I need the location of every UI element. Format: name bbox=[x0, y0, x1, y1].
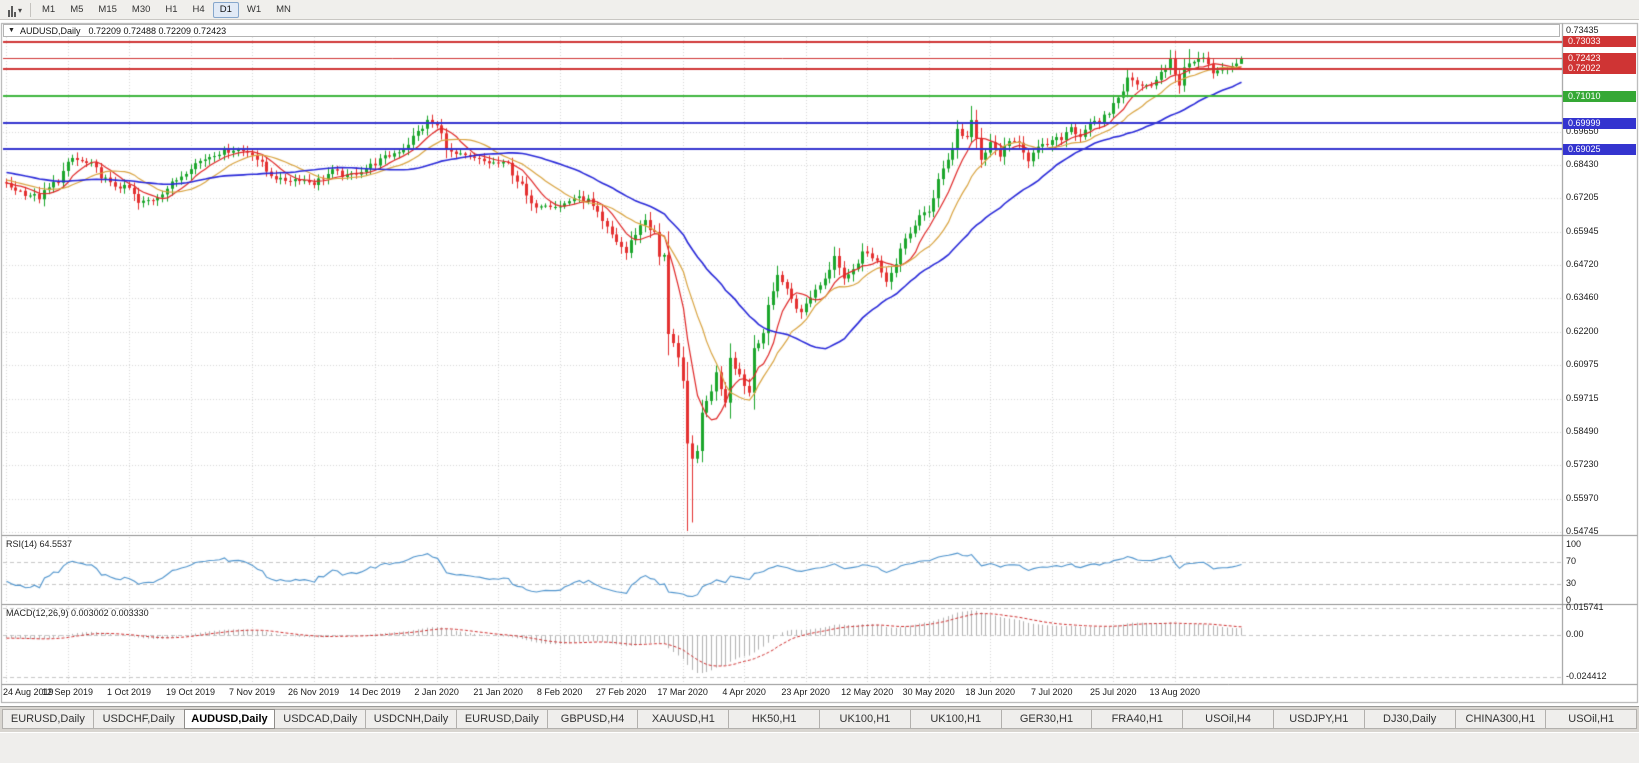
tab-gbpusd-h4[interactable]: GBPUSD,H4 bbox=[546, 709, 639, 729]
tab-eurusd-daily[interactable]: EURUSD,Daily bbox=[2, 709, 94, 729]
date-axis-label: 7 Jul 2020 bbox=[1030, 687, 1073, 697]
timeframe-button-m15[interactable]: M15 bbox=[98, 3, 117, 15]
timeframe-button-m30[interactable]: M30 bbox=[131, 3, 151, 15]
date-axis-label: 8 Feb 2020 bbox=[536, 687, 583, 697]
tab-uk100-h1[interactable]: UK100,H1 bbox=[819, 709, 911, 729]
timeframe-button-h1[interactable]: H1 bbox=[165, 3, 178, 15]
price-axis-label: 0.73435 bbox=[1566, 25, 1599, 35]
collapse-chart-icon[interactable]: ▼ bbox=[8, 27, 15, 34]
price-line-label: 0.69025 bbox=[1563, 143, 1636, 155]
price-line-label: 0.69999 bbox=[1563, 117, 1636, 129]
price-axis-label: 0.69650 bbox=[1566, 126, 1599, 137]
toolbar-separator bbox=[30, 2, 32, 17]
date-axis-label: 30 May 2020 bbox=[902, 687, 955, 697]
date-axis-label: 13 Aug 2020 bbox=[1149, 687, 1201, 697]
date-axis-label: 17 Mar 2020 bbox=[657, 687, 708, 697]
rsi-axis-label: 70 bbox=[1566, 555, 1577, 566]
date-axis-label: 7 Nov 2019 bbox=[229, 687, 276, 697]
tab-ger30-h1[interactable]: GER30,H1 bbox=[1000, 709, 1093, 729]
macd-axis-label: 0.00 bbox=[1566, 629, 1584, 639]
chart-tab-bar: EURUSD,Daily USDCHF,Daily AUDUSD,Daily USDC… bbox=[0, 706, 1639, 732]
chevron-down-icon: ▾ bbox=[18, 5, 23, 15]
tab-usdcnh-daily[interactable]: USDCNH,Daily bbox=[365, 709, 457, 729]
status-bar bbox=[0, 732, 1639, 763]
rsi-axis-label: 0 bbox=[1566, 595, 1572, 605]
tab-fra40-h1[interactable]: FRA40,H1 bbox=[1091, 709, 1184, 729]
candlestick-chart-icon bbox=[8, 5, 16, 17]
tab-usoil-h4[interactable]: USOil,H4 bbox=[1182, 709, 1274, 729]
date-axis-label: 19 Oct 2019 bbox=[166, 687, 216, 697]
date-axis-label: 1 Oct 2019 bbox=[107, 687, 152, 697]
chart-title-bar: ▼ AUDUSD,Daily 0.72209 0.72488 0.72209 0… bbox=[3, 24, 1560, 37]
timeframe-button-m5[interactable]: M5 bbox=[70, 3, 84, 15]
tab-dj30-daily[interactable]: DJ30,Daily bbox=[1363, 709, 1456, 729]
rsi-value: 64.5537 bbox=[39, 539, 73, 549]
chart-canvas[interactable] bbox=[0, 20, 1639, 706]
rsi-axis-label: 100 bbox=[1566, 539, 1582, 549]
price-axis-label: 0.54745 bbox=[1566, 526, 1599, 536]
date-axis-label: 23 Apr 2020 bbox=[781, 687, 830, 697]
price-axis-label: 0.55970 bbox=[1566, 493, 1599, 504]
chart-region: ▼ AUDUSD,Daily 0.72209 0.72488 0.72209 0… bbox=[0, 20, 1639, 706]
price-line-label: 0.73033 bbox=[1563, 36, 1636, 48]
macd-indicator-label: MACD(12,26,9) 0.003002 0.003330 bbox=[6, 608, 149, 618]
price-line-label: 0.72022 bbox=[1563, 63, 1636, 75]
chart-type-button[interactable]: ▾ bbox=[4, 3, 26, 17]
date-axis-label: 27 Feb 2020 bbox=[595, 687, 647, 697]
macd-values: 0.003002 0.003330 bbox=[71, 608, 149, 618]
date-axis-label: 18 Jun 2020 bbox=[965, 687, 1015, 697]
price-axis-label: 0.57230 bbox=[1566, 459, 1599, 470]
date-axis-label: 12 May 2020 bbox=[841, 687, 894, 697]
price-axis-label: 0.67205 bbox=[1566, 192, 1599, 202]
date-axis-label: 25 Jul 2020 bbox=[1089, 687, 1137, 697]
price-line-label: 0.71010 bbox=[1563, 90, 1636, 102]
tab-usdcad-daily[interactable]: USDCAD,Daily bbox=[274, 709, 367, 729]
tab-usdchf-daily[interactable]: USDCHF,Daily bbox=[92, 709, 185, 729]
macd-axis-label: -0.024412 bbox=[1566, 670, 1607, 681]
timeframe-group: M1 M5 M15 M30 H1 H4 D1 W1 MN bbox=[35, 1, 298, 18]
date-axis-label: 14 Dec 2019 bbox=[349, 687, 401, 697]
tab-xauusd-h1[interactable]: XAUUSD,H1 bbox=[637, 709, 730, 729]
date-axis-label: 26 Nov 2019 bbox=[288, 687, 340, 697]
price-axis-label: 0.63460 bbox=[1566, 292, 1599, 303]
macd-axis-label: 0.015741 bbox=[1566, 601, 1604, 612]
rsi-name: RSI(14) bbox=[6, 539, 38, 549]
price-line-label: 0.72423 bbox=[1563, 52, 1636, 64]
date-axis-label: 24 Aug 2019 bbox=[3, 687, 54, 697]
price-axis-label: 0.60975 bbox=[1566, 359, 1599, 369]
date-axis-label: 21 Jan 2020 bbox=[473, 687, 523, 697]
timeframe-button-m1[interactable]: M1 bbox=[42, 3, 56, 15]
price-axis-label: 0.68430 bbox=[1566, 159, 1599, 170]
rsi-axis-label: 30 bbox=[1566, 578, 1577, 589]
date-axis-label: 4 Apr 2020 bbox=[722, 687, 766, 697]
price-axis-label: 0.64720 bbox=[1566, 258, 1599, 269]
timeframe-button-w1[interactable]: W1 bbox=[246, 3, 262, 15]
tab-hk50-h1[interactable]: HK50,H1 bbox=[728, 709, 821, 729]
tab-usdjpy-h1[interactable]: USDJPY,H1 bbox=[1272, 709, 1365, 729]
timeframe-button-h4[interactable]: H4 bbox=[192, 3, 205, 15]
tab-usoil-h1[interactable]: USOil,H1 bbox=[1545, 709, 1638, 729]
rsi-indicator-label: RSI(14) 64.5537 bbox=[6, 539, 72, 549]
date-axis-label: 2 Jan 2020 bbox=[414, 687, 459, 697]
price-axis-label: 0.59715 bbox=[1566, 392, 1599, 403]
price-axis-label: 0.65945 bbox=[1566, 225, 1599, 236]
macd-name: MACD(12,26,9) bbox=[6, 608, 69, 618]
tab-china300-h1[interactable]: CHINA300,H1 bbox=[1454, 709, 1547, 729]
timeframe-button-d1[interactable]: D1 bbox=[212, 1, 239, 18]
timeframe-button-mn[interactable]: MN bbox=[276, 3, 291, 15]
chart-ohlc-values: 0.72209 0.72488 0.72209 0.72423 bbox=[88, 25, 227, 36]
chart-symbol-title: AUDUSD,Daily bbox=[19, 25, 81, 36]
tab-audusd-daily[interactable]: AUDUSD,Daily bbox=[183, 709, 276, 729]
tab-eurusd-daily[interactable]: EURUSD,Daily bbox=[455, 709, 548, 729]
date-axis-label: 12 Sep 2019 bbox=[41, 687, 94, 697]
price-axis-label: 0.58490 bbox=[1566, 425, 1599, 436]
tab-uk100-h1[interactable]: UK100,H1 bbox=[909, 709, 1002, 729]
price-axis-label: 0.62200 bbox=[1566, 326, 1599, 337]
toolbar: ▾ M1 M5 M15 M30 H1 H4 D1 W1 MN bbox=[0, 0, 1639, 20]
